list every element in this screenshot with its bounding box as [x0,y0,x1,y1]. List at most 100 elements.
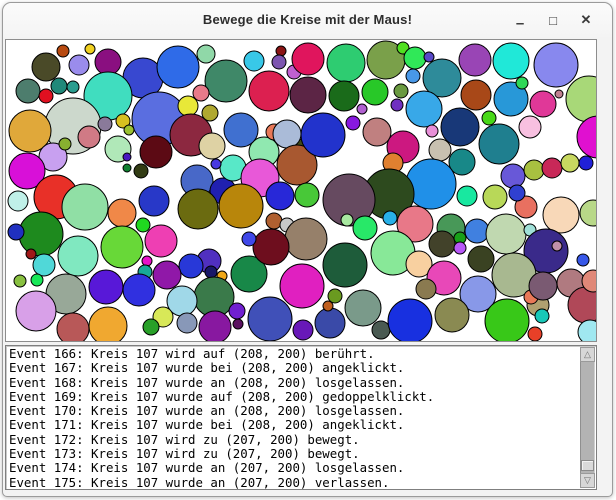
circle[interactable] [18,211,64,257]
circle[interactable] [247,296,293,341]
circle[interactable] [578,155,594,171]
circle[interactable] [579,199,596,227]
circle[interactable] [276,144,318,186]
circle[interactable] [275,45,287,57]
circles-drawing[interactable] [6,40,596,341]
circle[interactable] [177,188,219,230]
circle[interactable] [139,135,173,169]
circle[interactable] [100,225,144,269]
circle[interactable] [467,245,495,273]
circle[interactable] [8,109,52,153]
circle[interactable] [115,113,131,129]
circle[interactable] [345,115,361,131]
circle[interactable] [97,116,113,132]
circle[interactable] [38,88,54,104]
circle[interactable] [534,308,550,324]
circle[interactable] [230,255,268,293]
circle[interactable] [314,307,346,339]
circle[interactable] [61,183,109,231]
circle[interactable] [218,183,264,229]
circle[interactable] [292,319,314,341]
circle[interactable] [279,263,325,309]
circle[interactable] [204,59,248,103]
circle[interactable] [326,43,366,83]
circle[interactable] [464,218,490,244]
scroll-up-button[interactable]: △ [580,347,595,362]
circle[interactable] [560,153,580,173]
circle[interactable] [198,132,226,160]
circle[interactable] [327,288,343,304]
event-log-text[interactable]: Event 166: Kreis 107 wird auf (208, 200)… [9,347,578,489]
circle[interactable] [25,248,37,260]
circle[interactable] [529,90,557,118]
circle[interactable] [265,212,283,230]
circle[interactable] [7,190,29,212]
circle[interactable] [405,158,457,210]
circle[interactable] [554,89,564,99]
circle[interactable] [425,124,439,138]
circle[interactable] [428,138,452,162]
circle[interactable] [88,306,128,341]
circle[interactable] [361,78,389,106]
circle[interactable] [15,78,41,104]
circle[interactable] [144,224,178,258]
circle[interactable] [458,43,492,77]
circle[interactable] [88,269,124,305]
circle[interactable] [565,75,596,123]
circle[interactable] [551,240,563,252]
circle[interactable] [56,312,90,341]
circle[interactable] [223,112,259,148]
circle[interactable] [485,213,527,255]
circle[interactable] [68,54,90,76]
circles-canvas[interactable] [5,39,597,342]
circle[interactable] [192,84,210,102]
circle[interactable] [577,319,596,341]
circle[interactable] [340,213,354,227]
circle[interactable] [371,320,391,340]
circle[interactable] [135,217,151,233]
circle[interactable] [228,302,246,320]
circle[interactable] [362,117,392,147]
circle[interactable] [94,48,122,76]
minimize-button[interactable]: – [508,5,532,35]
circle[interactable] [322,242,368,288]
circle[interactable] [456,185,478,207]
circle[interactable] [396,205,434,243]
circle[interactable] [523,159,545,181]
circle[interactable] [284,217,328,261]
circle[interactable] [541,157,563,179]
circle[interactable] [265,181,295,211]
circle[interactable] [107,198,137,228]
circle[interactable] [141,255,153,267]
circle[interactable] [405,68,421,84]
circle[interactable] [210,158,222,170]
circle[interactable] [527,326,543,341]
circle[interactable] [201,104,219,122]
circle[interactable] [241,231,257,247]
circle[interactable] [533,42,579,88]
circle[interactable] [176,312,198,334]
circle[interactable] [493,81,529,117]
circle[interactable] [152,306,174,328]
circle[interactable] [196,44,216,64]
circle[interactable] [122,163,132,173]
circle[interactable] [204,265,218,279]
title-bar[interactable]: Bewege die Kreise mit der Maus! – □ ✕ [3,3,612,37]
circle[interactable] [294,182,320,208]
circle[interactable] [123,124,135,136]
circle[interactable] [434,297,470,333]
circle[interactable] [56,44,70,58]
circle[interactable] [528,271,558,301]
circle[interactable] [440,107,480,147]
circle[interactable] [31,52,61,82]
close-button[interactable]: ✕ [574,8,598,32]
circle[interactable] [15,290,57,332]
circle[interactable] [403,46,427,70]
circle[interactable] [352,215,378,241]
circle[interactable] [423,51,435,63]
circle[interactable] [393,83,409,99]
scroll-down-button[interactable]: ▽ [580,473,595,488]
circle[interactable] [459,275,497,313]
circle[interactable] [50,77,68,95]
circle[interactable] [322,300,334,312]
